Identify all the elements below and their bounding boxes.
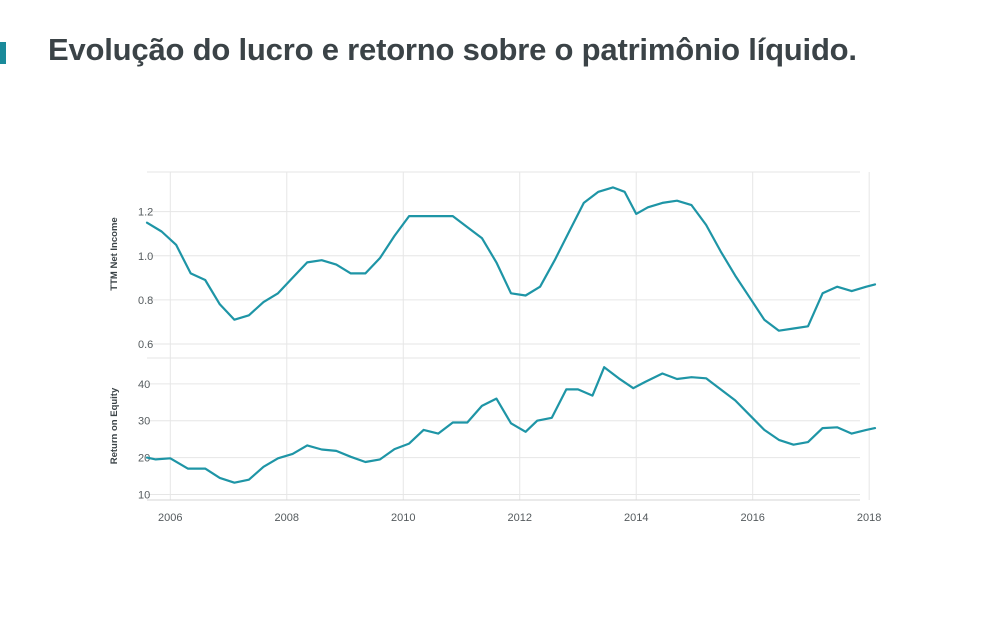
x-tick-label: 2014 (624, 512, 648, 524)
series-line (145, 186, 877, 332)
y-tick-label: 40 (138, 379, 150, 391)
y-axis-label: TTM Net Income (109, 217, 120, 290)
series-line (145, 366, 877, 484)
y-tick-label: 20 (138, 453, 150, 465)
page-title: Evolução do lucro e retorno sobre o patr… (48, 32, 857, 67)
title-accent-bar (0, 42, 6, 64)
x-tick-label: 2008 (275, 512, 299, 524)
y-tick-label: 0.8 (138, 295, 153, 307)
x-tick-label: 2012 (507, 512, 531, 524)
y-tick-label: 30 (138, 416, 150, 428)
x-tick-label: 2010 (391, 512, 415, 524)
x-tick-label: 2006 (158, 512, 182, 524)
y-axis-label: Return on Equity (109, 387, 120, 464)
x-tick-label: 2018 (857, 512, 881, 524)
y-tick-label: 0.6 (138, 339, 153, 351)
x-tick-label: 2016 (740, 512, 764, 524)
y-tick-label: 1.0 (138, 251, 153, 263)
y-tick-label: 10 (138, 489, 150, 501)
y-tick-label: 1.2 (138, 207, 153, 219)
